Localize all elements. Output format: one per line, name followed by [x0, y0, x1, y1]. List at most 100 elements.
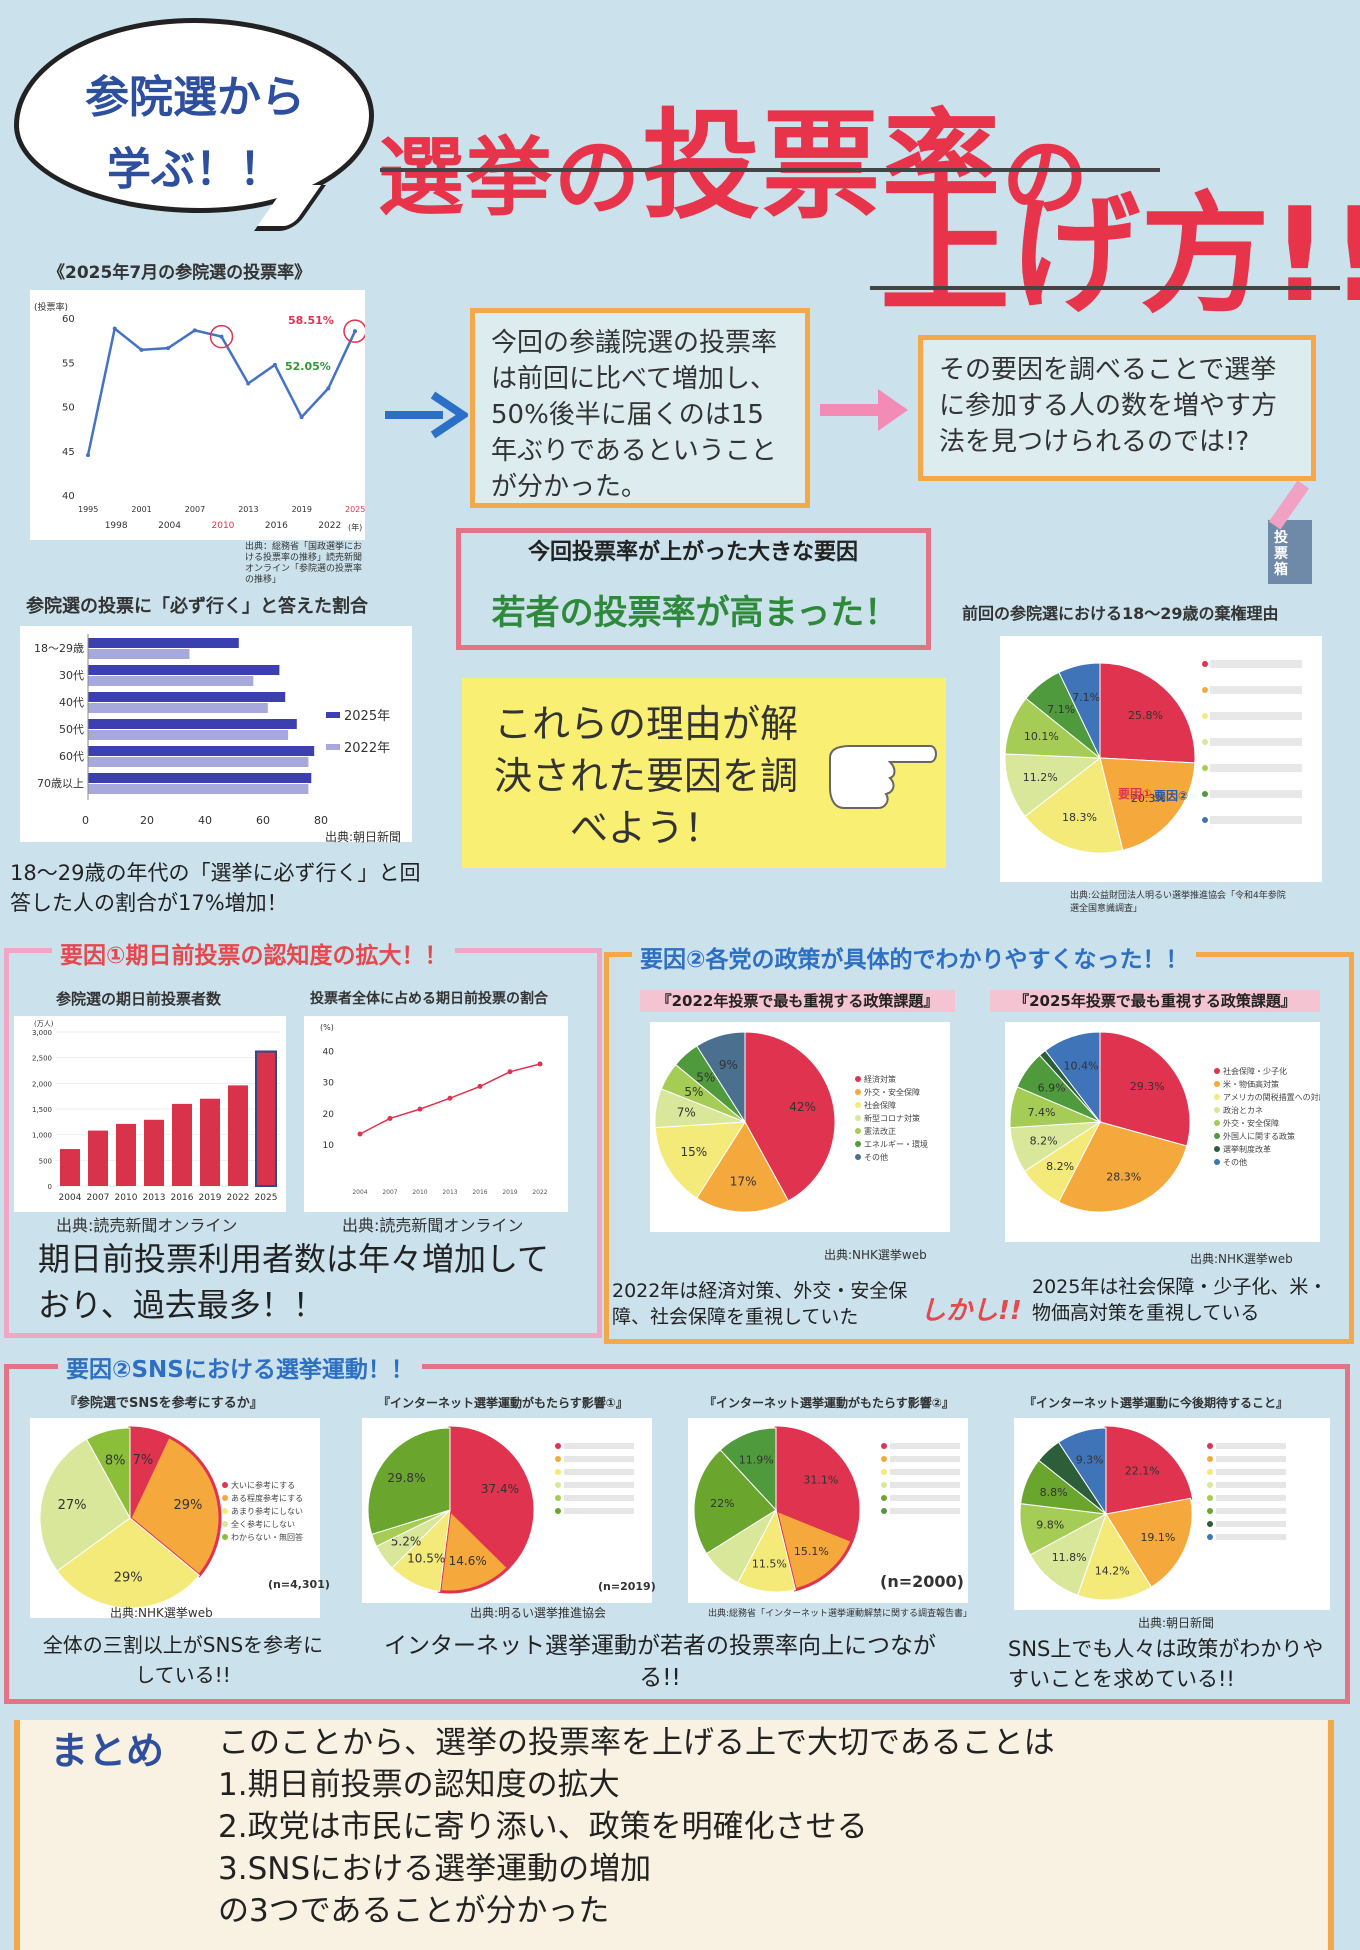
summary-heading: まとめ: [50, 1729, 165, 1773]
factor2-chart2-title: 『2025年投票で最も重視する政策課題』: [990, 990, 1320, 1012]
summary-panel: [14, 1720, 1334, 1950]
share-point: [417, 1106, 423, 1112]
abstain-legend-bar: [1210, 738, 1302, 746]
p25-slice: [1099, 1031, 1191, 1147]
net3-legend-bar: [1216, 1443, 1286, 1449]
turnout-ytick: 55: [62, 358, 75, 369]
turnout-ytick: 40: [62, 491, 75, 502]
p22-legend-dot: [855, 1076, 861, 1082]
sns-slice: [85, 1427, 131, 1519]
net3-legend-bar: [1216, 1456, 1286, 1462]
net3-legend-dot: [1207, 1482, 1213, 1488]
early-ytick: 1,000: [32, 1132, 52, 1140]
turnout-point: [86, 453, 90, 458]
must-vote-caption: 18〜29歳の年代の「選挙に必ず行く」と回答した人の割合が17%増加！: [10, 861, 421, 915]
summary-item1: 1.期日前投票の認知度の拡大: [218, 1767, 620, 1803]
title-underline-2: [870, 286, 1340, 290]
p25-legend-dot: [1214, 1146, 1220, 1152]
abstain-label: 7.1%: [1072, 691, 1100, 704]
p25-slice: [1044, 1031, 1101, 1124]
net1-label: 37.4%: [481, 1482, 519, 1496]
p22-legend-dot: [855, 1102, 861, 1108]
pointing-hand-icon: [829, 745, 937, 809]
net1-legend-bar: [564, 1469, 634, 1475]
net3-legend-bar: [1216, 1534, 1286, 1540]
abstain-legend-dot: [1202, 713, 1208, 719]
sns-label: 7%: [133, 1453, 154, 1468]
pink-arrow-icon: [820, 389, 908, 431]
abstain-card: 25.8% 20.3% 18.3% 11.2% 10.1% 7.1% 7.1% 要因① 要因②: [1000, 636, 1322, 882]
net3-source: 出典:朝日新聞: [1138, 1616, 1215, 1630]
turnout-xtick: 2007: [185, 505, 205, 514]
main-factor-text: 若者の投票率が高まった！: [491, 593, 899, 633]
net2-legend-bar: [890, 1456, 960, 1462]
p22-legend-dot: [855, 1128, 861, 1134]
summary-body: このことから、選挙の投票率を上げる上で大切であることは 1.期日前投票の認知度の…: [218, 1722, 1318, 1932]
turnout-xtick: 1995: [78, 505, 98, 514]
factor2-caption1: 2022年は経済対策、外交・安全保障、社会保障を重視していた: [612, 1280, 908, 1328]
sns-n: (n=4,301): [268, 1578, 330, 1591]
p22-label: 5%: [696, 1070, 715, 1084]
abstain-slice: [1024, 757, 1124, 854]
must-vote-xtick: 0: [82, 814, 89, 827]
turnout-source: 出典：総務省「国政選挙における投票率の推移」読売新聞オンライン「参院選の投票率の…: [245, 542, 363, 585]
net3-legend-dot: [1207, 1534, 1213, 1540]
net3-legend-bar: [1216, 1508, 1286, 1514]
sns-legend-item: ある程度参考にする: [231, 1493, 303, 1503]
abstain-label: 7.1%: [1047, 703, 1075, 716]
net2-legend-bar: [890, 1443, 960, 1449]
sns-legend-item: わからない・無回答: [231, 1532, 303, 1542]
factor1-source2: 出典:読売新聞オンライン: [342, 1216, 524, 1235]
main-factor-frame: [456, 528, 931, 650]
net3-label: 11.8%: [1052, 1551, 1087, 1564]
must-vote-bar-2025: [88, 692, 286, 702]
early-bar: [228, 1085, 248, 1186]
abstain-legend-dot: [1202, 791, 1208, 797]
must-vote-category: 60代: [59, 750, 84, 763]
abstain-legend-bar: [1210, 816, 1302, 824]
sns-source: 出典:NHK選挙web: [110, 1606, 213, 1620]
net3-slice: [1077, 1512, 1153, 1601]
abstain-source: 出典:公益財団法人明るい選挙推進協会「令和4年参院選全国意識調査」: [1070, 891, 1286, 914]
sns-chart-title: 『参院選でSNSを参考にするか』: [64, 1396, 263, 1411]
abstain-factor2-label: 要因②: [1154, 788, 1188, 803]
net1-legend-bar: [564, 1508, 634, 1514]
net2-label: 11.5%: [752, 1558, 787, 1571]
p22-legend-dot: [855, 1089, 861, 1095]
p22-legend-item: 憲法改正: [864, 1126, 896, 1136]
sns-legend-dot: [222, 1521, 228, 1527]
share-ytick: 30: [323, 1079, 335, 1089]
early-xtick: 2022: [227, 1193, 250, 1203]
net3-legend-bar: [1216, 1469, 1286, 1475]
net2-title: 『インターネット選挙運動がもたらす影響②』: [704, 1396, 954, 1410]
share-xtick: 2004: [352, 1189, 367, 1196]
title-underline: [380, 168, 1160, 172]
turnout-chart-title: 《2025年7月の参院選の投票率》: [48, 263, 312, 283]
p22-label: 42%: [789, 1100, 816, 1114]
early-bar: [60, 1149, 80, 1186]
turnout-point: [219, 334, 224, 339]
net2-legend-dot: [881, 1456, 887, 1462]
bubble-line1: 参院選から: [85, 72, 305, 123]
share-xtick: 2013: [442, 1189, 457, 1196]
abstain-legend-bar: [1210, 686, 1302, 694]
must-vote-bar-chart: 18〜29歳 30代 40代 50代 60代 70歳以上 0 20 40 60 80 2025年 202…: [34, 634, 390, 827]
share-ytick: 10: [323, 1141, 335, 1151]
turnout-xtick: 2004: [158, 521, 181, 531]
must-vote-bar-2025: [88, 719, 297, 729]
sns-pie-chart: 7% 29% 29% 27% 8% 大いに参考にするある程度参考にするあまり参考にしない全…: [39, 1426, 303, 1609]
policy2022-pie-chart: 42% 17% 15% 7% 5%5% 9% 経済対策外交・安全保障社会保障新型コロナ対策憲…: [654, 1031, 928, 1213]
p25-slice: [1057, 1121, 1188, 1213]
speech-bubble: [14, 18, 374, 213]
net1-n: (n=2019): [598, 1580, 656, 1593]
p22-label: 5%: [684, 1085, 703, 1099]
title-line2: 上げ方!!: [880, 179, 1360, 331]
net3-legend-bar: [1216, 1495, 1286, 1501]
net2-legend-bar: [890, 1495, 960, 1501]
p22-legend-dot: [855, 1115, 861, 1121]
turnout-line-chart: (投票率) 40 45 50 55 60 1995 2001 2007 2013 2019 2025 1…: [34, 301, 367, 532]
p25-label: 10.4%: [1063, 1060, 1098, 1073]
p25-label: 28.3%: [1106, 1170, 1141, 1183]
p25-legend-dot: [1214, 1120, 1220, 1126]
turnout-point: [246, 381, 251, 386]
